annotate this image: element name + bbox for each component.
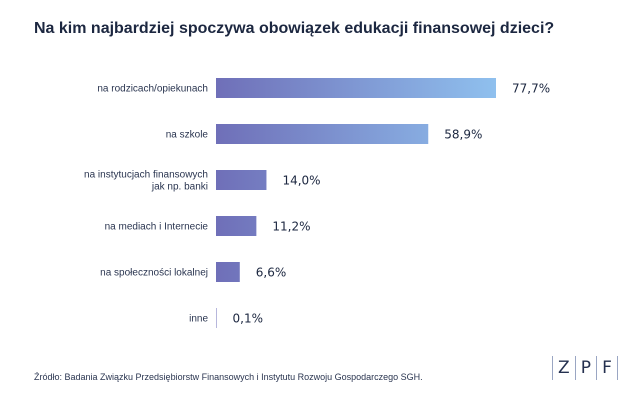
logo-divider <box>596 356 598 380</box>
source-note: Źródło: Badania Związku Przedsiębiorstw … <box>34 372 423 382</box>
category-label: na społeczności lokalnej <box>100 268 208 279</box>
logo-letter-p: P <box>580 358 592 378</box>
bar <box>216 124 429 144</box>
value-label: 77,7% <box>512 82 550 96</box>
bar <box>216 262 240 282</box>
category-label: na szkole <box>166 130 209 141</box>
logo-letter-f: F <box>602 358 612 378</box>
value-label: 14,0% <box>282 174 320 188</box>
category-label: na mediach i Internecie <box>105 222 209 233</box>
logo-divider <box>616 356 618 380</box>
category-label: na instytucjach finansowych jak np. banki <box>84 170 208 193</box>
bar <box>216 78 496 98</box>
value-label: 6,6% <box>256 266 287 280</box>
zpf-logo: Z P F <box>552 353 618 383</box>
logo-divider <box>574 356 576 380</box>
value-label: 58,9% <box>444 128 482 142</box>
bar <box>216 216 257 236</box>
logo-letter-z: Z <box>558 358 570 378</box>
category-label: inne <box>189 314 208 325</box>
logo-divider <box>552 356 553 380</box>
category-label: na rodzicach/opiekunach <box>97 84 208 95</box>
value-label: 11,2% <box>272 220 310 234</box>
bar <box>216 308 217 328</box>
value-label: 0,1% <box>233 312 264 326</box>
bar <box>216 170 267 190</box>
chart-title: Na kim najbardziej spoczywa obowiązek ed… <box>34 20 555 37</box>
